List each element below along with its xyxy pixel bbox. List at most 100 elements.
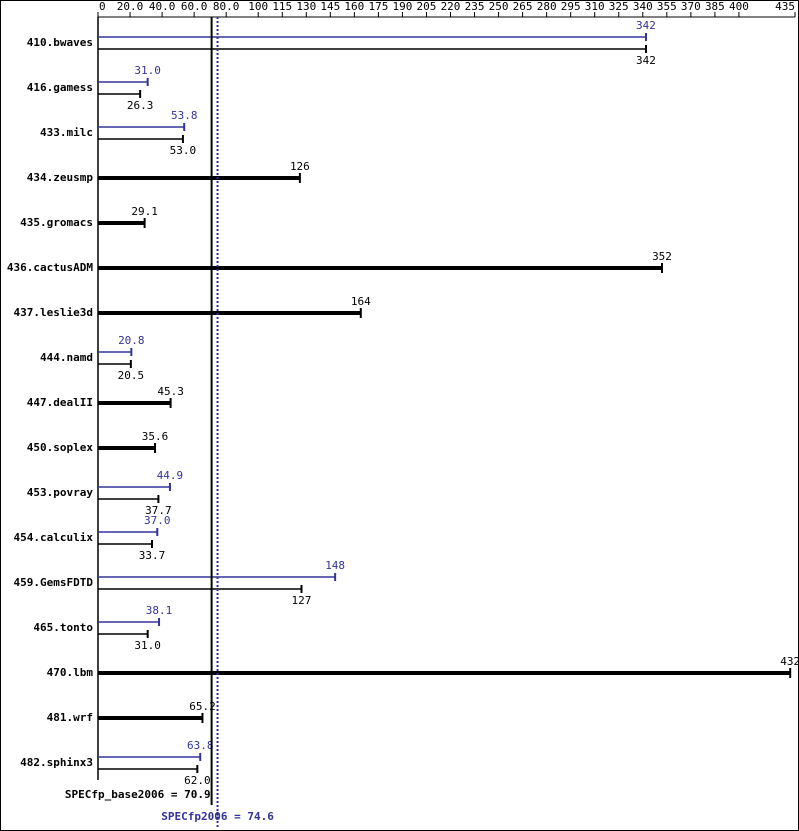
x-tick-label: 40.0: [149, 0, 176, 13]
value-label: 20.5: [118, 369, 145, 382]
bar: [98, 765, 199, 773]
x-tick-label: 60.0: [181, 0, 208, 13]
value-label: 432: [780, 655, 799, 668]
x-tick-label: 385: [705, 0, 725, 13]
category-label: 437.leslie3d: [14, 306, 93, 319]
value-label: 38.1: [146, 604, 173, 617]
bar: [98, 630, 149, 638]
value-label: 164: [351, 295, 371, 308]
value-label: 44.9: [157, 469, 184, 482]
bar: [98, 585, 303, 593]
value-label: 29.1: [131, 205, 158, 218]
value-label: 63.8: [187, 739, 214, 752]
bar: [98, 348, 133, 356]
bar: [98, 495, 160, 503]
category-label: 435.gromacs: [20, 216, 93, 229]
x-tick-label: 205: [417, 0, 437, 13]
category-label: 416.gamess: [27, 81, 93, 94]
value-label: 342: [636, 54, 656, 67]
bar: [98, 33, 647, 41]
x-tick-label: 310: [585, 0, 605, 13]
bar: [98, 668, 792, 678]
value-label: 127: [292, 594, 312, 607]
bar-body: [98, 446, 156, 450]
value-label: 53.8: [171, 109, 198, 122]
value-label: 37.7: [145, 504, 172, 517]
category-label: 410.bwaves: [27, 36, 93, 49]
value-label: 37.0: [144, 514, 171, 527]
bar: [98, 753, 202, 761]
bar: [98, 360, 132, 368]
bar: [98, 308, 362, 318]
x-tick-label: 280: [537, 0, 557, 13]
value-label: 33.7: [139, 549, 166, 562]
category-label: 436.cactusADM: [7, 261, 93, 274]
x-tick-label: 190: [392, 0, 412, 13]
category-label: 453.povray: [27, 486, 94, 499]
bar: [98, 443, 157, 453]
value-label: 35.6: [142, 430, 169, 443]
category-label: 433.milc: [40, 126, 93, 139]
x-tick-label: 20.0: [117, 0, 144, 13]
bar-body: [98, 176, 300, 180]
x-tick-label: 160: [344, 0, 364, 13]
value-label: 53.0: [170, 144, 197, 157]
reference-label: SPECfp_base2006 = 70.9: [65, 788, 211, 801]
x-tick-label: 295: [561, 0, 581, 13]
value-label: 31.0: [134, 64, 161, 77]
x-tick-label: 0: [99, 0, 106, 13]
x-tick-label: 100: [248, 0, 268, 13]
x-tick-label: 80.0: [213, 0, 240, 13]
value-label: 45.3: [157, 385, 184, 398]
x-tick-label: 115: [272, 0, 292, 13]
category-label: 470.lbm: [47, 666, 94, 679]
x-tick-label: 130: [296, 0, 316, 13]
value-label: 148: [325, 559, 345, 572]
value-label: 65.2: [189, 700, 216, 713]
bar: [98, 78, 149, 86]
category-label: 454.calculix: [14, 531, 94, 544]
value-label: 31.0: [134, 639, 161, 652]
bar: [98, 713, 204, 723]
x-tick-label: 325: [609, 0, 629, 13]
bar: [98, 263, 664, 273]
bar: [98, 45, 647, 53]
bar-body: [98, 401, 171, 405]
bar: [98, 528, 159, 536]
x-tick-label: 400: [729, 0, 749, 13]
bar: [98, 483, 171, 491]
category-label: 444.namd: [40, 351, 93, 364]
x-tick-label: 265: [513, 0, 533, 13]
value-label: 62.0: [184, 774, 211, 787]
x-tick-label: 250: [489, 0, 509, 13]
x-tick-label: 435: [775, 0, 795, 13]
category-label: 465.tonto: [33, 621, 93, 634]
value-label: 26.3: [127, 99, 154, 112]
bar-body: [98, 221, 145, 225]
bar-body: [98, 266, 663, 270]
category-label: 459.GemsFDTD: [14, 576, 94, 589]
bar-body: [98, 671, 791, 675]
x-tick-label: 340: [633, 0, 653, 13]
x-tick-label: 220: [441, 0, 461, 13]
x-tick-label: 235: [465, 0, 485, 13]
bar-body: [98, 716, 203, 720]
bar: [98, 218, 146, 228]
category-label: 434.zeusmp: [27, 171, 94, 184]
bar-body: [98, 311, 361, 315]
value-label: 126: [290, 160, 310, 173]
bar: [98, 173, 301, 183]
x-tick-label: 145: [320, 0, 340, 13]
category-label: 481.wrf: [47, 711, 93, 724]
value-label: 352: [652, 250, 672, 263]
value-label: 342: [636, 19, 656, 32]
x-tick-label: 355: [657, 0, 677, 13]
x-tick-label: 175: [368, 0, 388, 13]
bar: [98, 90, 142, 98]
bar: [98, 540, 153, 548]
category-label: 447.dealII: [27, 396, 93, 409]
bar: [98, 123, 186, 131]
reference-label: SPECfp2006 = 74.6: [161, 810, 274, 823]
